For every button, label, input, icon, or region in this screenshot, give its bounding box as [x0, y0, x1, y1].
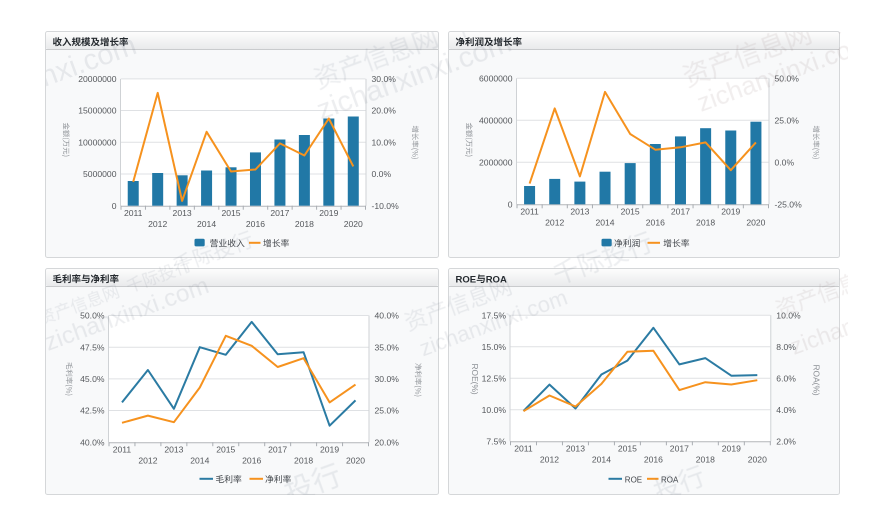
svg-text:-25.0%: -25.0%: [775, 199, 803, 209]
svg-text:17.5%: 17.5%: [482, 310, 507, 320]
svg-text:2016: 2016: [644, 455, 663, 465]
svg-text:2019: 2019: [319, 208, 338, 218]
svg-text:2.0%: 2.0%: [776, 436, 796, 446]
svg-text:40.0%: 40.0%: [80, 437, 105, 447]
svg-text:4000000: 4000000: [479, 115, 513, 125]
svg-text:6.0%: 6.0%: [776, 373, 796, 383]
svg-text:2000000: 2000000: [479, 157, 513, 167]
svg-text:2016: 2016: [246, 219, 265, 229]
svg-text:ROA(%): ROA(%): [812, 365, 822, 396]
svg-text:ROA: ROA: [661, 475, 679, 484]
svg-text:2011: 2011: [113, 445, 132, 455]
svg-text:2014: 2014: [592, 455, 611, 465]
svg-text:2015: 2015: [621, 207, 640, 217]
svg-text:0: 0: [112, 201, 117, 211]
svg-text:2017: 2017: [268, 445, 287, 455]
svg-text:ROE: ROE: [625, 475, 642, 484]
svg-text:2015: 2015: [216, 445, 235, 455]
svg-text:10.0%: 10.0%: [776, 310, 801, 320]
svg-text:-10.0%: -10.0%: [372, 201, 400, 211]
svg-text:50.0%: 50.0%: [775, 73, 800, 83]
svg-text:6000000: 6000000: [479, 73, 513, 83]
svg-text:2018: 2018: [696, 218, 715, 228]
svg-text:2014: 2014: [197, 219, 216, 229]
svg-text:45.0%: 45.0%: [80, 374, 105, 384]
svg-text:0: 0: [508, 199, 513, 209]
svg-text:20.0%: 20.0%: [372, 106, 397, 116]
svg-text:2017: 2017: [670, 444, 689, 454]
svg-text:2020: 2020: [748, 455, 767, 465]
svg-text:47.5%: 47.5%: [80, 342, 105, 352]
svg-text:ROE: ROE: [456, 274, 477, 285]
svg-text:2013: 2013: [173, 208, 192, 218]
svg-text:25.0%: 25.0%: [375, 406, 400, 416]
svg-text:2015: 2015: [618, 444, 637, 454]
svg-text:10000000: 10000000: [78, 137, 116, 147]
svg-text:0.0%: 0.0%: [372, 169, 392, 179]
svg-text:2011: 2011: [124, 208, 143, 218]
svg-text:2011: 2011: [520, 207, 539, 217]
svg-text:30.0%: 30.0%: [375, 374, 400, 384]
svg-text:2020: 2020: [344, 219, 363, 229]
svg-text:2013: 2013: [566, 444, 585, 454]
svg-text:2012: 2012: [138, 455, 157, 465]
svg-text:42.5%: 42.5%: [80, 406, 105, 416]
svg-text:20000000: 20000000: [78, 74, 116, 84]
svg-text:2014: 2014: [595, 218, 614, 228]
svg-text:2016: 2016: [242, 455, 261, 465]
svg-text:2011: 2011: [514, 444, 533, 454]
svg-text:4.0%: 4.0%: [776, 405, 796, 415]
svg-text:20.0%: 20.0%: [375, 437, 400, 447]
svg-text:25.0%: 25.0%: [775, 115, 800, 125]
svg-text:2012: 2012: [148, 219, 167, 229]
svg-text:10.0%: 10.0%: [372, 137, 397, 147]
svg-text:12.5%: 12.5%: [482, 373, 507, 383]
svg-text:0.0%: 0.0%: [775, 157, 795, 167]
svg-text:2012: 2012: [545, 218, 564, 228]
svg-text:2015: 2015: [221, 208, 240, 218]
svg-text:2016: 2016: [646, 218, 665, 228]
svg-text:ROA: ROA: [486, 274, 507, 285]
svg-text:2019: 2019: [722, 444, 741, 454]
svg-text:35.0%: 35.0%: [375, 342, 400, 352]
svg-text:2020: 2020: [346, 455, 365, 465]
svg-text:40.0%: 40.0%: [375, 311, 400, 321]
svg-text:30.0%: 30.0%: [372, 74, 397, 84]
svg-text:2017: 2017: [270, 208, 289, 218]
svg-text:2020: 2020: [746, 218, 765, 228]
svg-text:2013: 2013: [164, 445, 183, 455]
svg-text:2013: 2013: [570, 207, 589, 217]
svg-text:7.5%: 7.5%: [486, 436, 506, 446]
svg-text:8.0%: 8.0%: [776, 342, 796, 352]
svg-text:2018: 2018: [295, 219, 314, 229]
svg-text:ROE(%): ROE(%): [470, 364, 480, 395]
svg-text:2012: 2012: [540, 455, 559, 465]
svg-text:50.0%: 50.0%: [80, 311, 105, 321]
svg-text:2019: 2019: [721, 207, 740, 217]
svg-text:2017: 2017: [671, 207, 690, 217]
svg-text:2019: 2019: [320, 445, 339, 455]
svg-text:2018: 2018: [294, 455, 313, 465]
svg-text:2018: 2018: [696, 455, 715, 465]
svg-text:10.0%: 10.0%: [482, 405, 507, 415]
svg-text:15.0%: 15.0%: [482, 342, 507, 352]
svg-text:15000000: 15000000: [78, 106, 116, 116]
svg-text:2014: 2014: [190, 455, 209, 465]
svg-text:5000000: 5000000: [83, 169, 117, 179]
